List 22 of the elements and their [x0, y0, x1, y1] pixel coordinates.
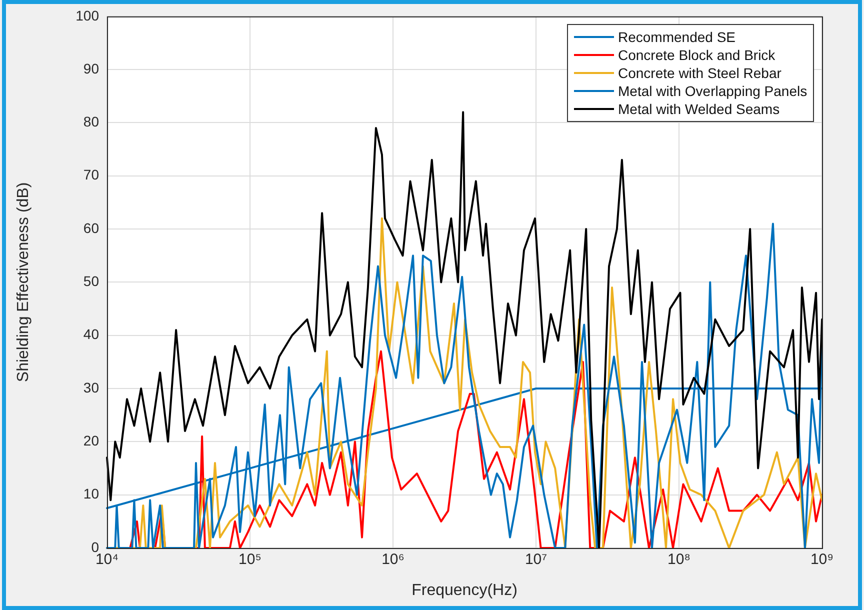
x-tick-label: 10⁷: [524, 551, 548, 568]
legend-label: Recommended SE: [618, 28, 736, 46]
y-tick-label: 30: [83, 379, 100, 396]
y-tick-label: 40: [83, 326, 100, 342]
legend-label: Metal with Welded Seams: [618, 100, 780, 118]
legend-label: Concrete Block and Brick: [618, 46, 776, 64]
x-tick-label: 10⁹: [810, 551, 834, 568]
y-tick-label: 90: [83, 60, 100, 76]
y-tick-label: 50: [83, 273, 100, 290]
x-axis-title: Frequency(Hz): [412, 582, 518, 599]
legend-label: Concrete with Steel Rebar: [618, 64, 782, 82]
x-tick-label: 10⁶: [382, 551, 404, 568]
x-tick-label: 10⁵: [238, 551, 262, 568]
y-tick-label: 10: [83, 486, 100, 502]
y-tick-label: 60: [83, 220, 100, 236]
y-tick-label: 80: [83, 114, 100, 130]
legend-label: Metal with Overlapping Panels: [618, 82, 808, 100]
y-tick-label: 100: [76, 7, 100, 24]
y-tick-label: 70: [83, 166, 100, 183]
y-axis-title: Shielding Effectiveness (dB): [15, 182, 32, 382]
y-tick-label: 20: [83, 432, 100, 449]
x-tick-label: 10⁸: [667, 551, 691, 568]
